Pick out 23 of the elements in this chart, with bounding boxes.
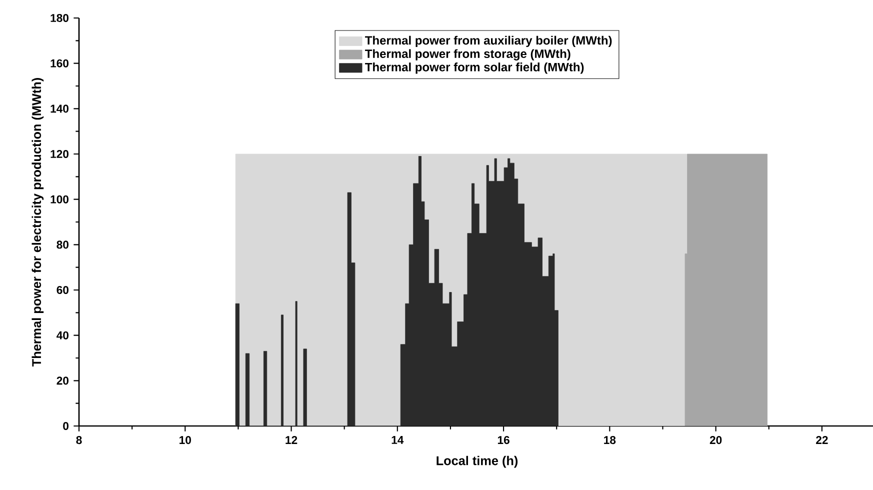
y-tick-label: 100 [50, 195, 68, 204]
x-tick-label: 8 [76, 436, 82, 444]
y-tick-label: 120 [50, 150, 68, 158]
y-tick-label: 140 [50, 104, 68, 113]
y-tick-label: 0 [63, 422, 68, 430]
x-tick-label: 16 [498, 436, 510, 444]
x-axis-title: Local time (h) [436, 456, 518, 468]
legend-label: Thermal power from auxiliary boiler (MWth) [365, 36, 612, 48]
x-tick-label: 12 [286, 436, 298, 444]
x-tick-label: 22 [816, 436, 828, 444]
y-tick-label: 180 [50, 14, 68, 22]
y-tick-label: 80 [56, 240, 68, 249]
y-axis-title: Thermal power for electricity production (MWth) [32, 78, 44, 366]
x-tick-label: 14 [392, 436, 404, 444]
y-tick-label: 40 [56, 331, 68, 340]
legend-label: Thermal power form solar field (MWth) [365, 62, 584, 74]
y-tick-label: 160 [50, 59, 68, 68]
legend-label: Thermal power from storage (MWth) [365, 49, 570, 60]
x-tick-label: 20 [710, 436, 722, 444]
y-tick-label: 20 [56, 376, 68, 385]
x-tick-label: 10 [180, 436, 191, 444]
x-tick-label: 18 [604, 436, 616, 444]
y-tick-label: 60 [56, 286, 68, 294]
